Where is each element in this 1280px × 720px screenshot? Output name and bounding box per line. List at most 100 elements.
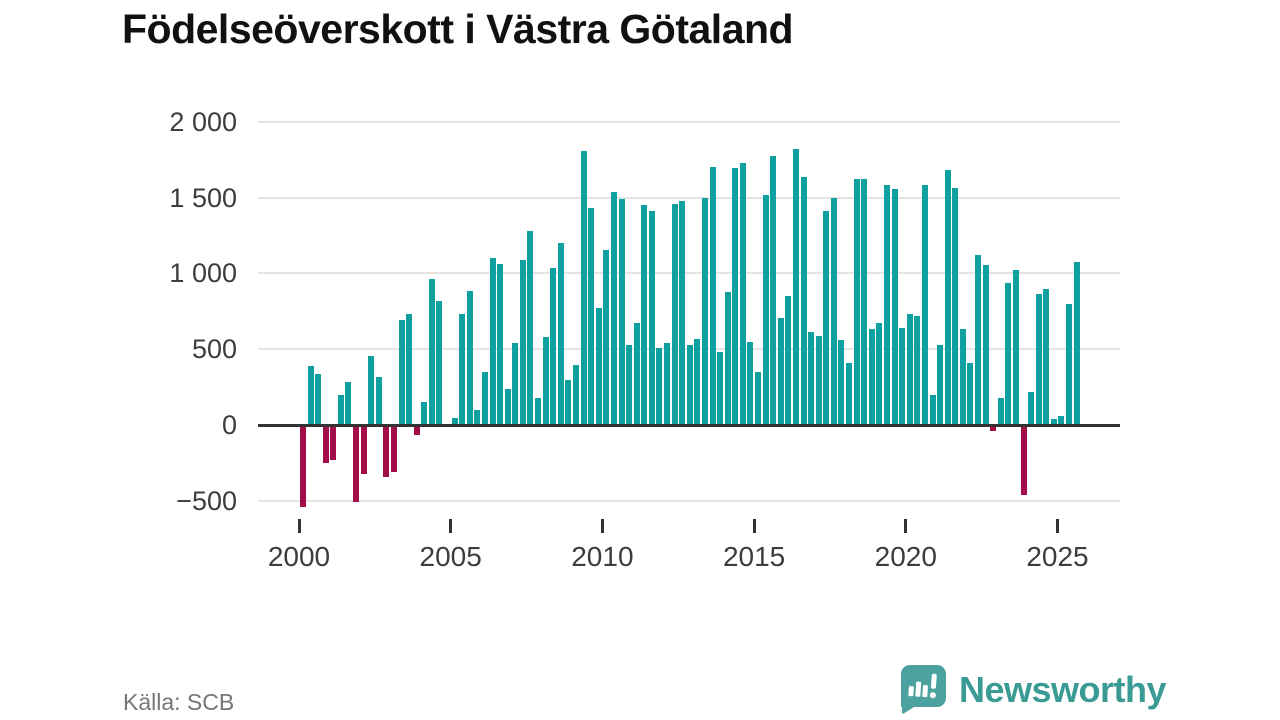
- gridline: [258, 196, 1120, 199]
- bar-positive: [846, 362, 852, 425]
- bar-positive: [694, 339, 701, 425]
- bar-positive: [830, 197, 837, 425]
- bar-positive: [519, 259, 526, 425]
- bar-positive: [747, 342, 754, 425]
- x-axis-tick-label: 2010: [571, 541, 634, 572]
- bar-positive: [459, 314, 466, 425]
- bar-positive: [861, 178, 868, 425]
- bar-positive: [664, 343, 670, 425]
- bar-negative: [353, 425, 359, 503]
- gridline: [258, 272, 1120, 275]
- bar-positive: [504, 388, 511, 425]
- newsworthy-logo-icon: [901, 665, 946, 714]
- bar-positive: [550, 268, 557, 425]
- bar-positive: [1043, 289, 1050, 425]
- bar-positive: [891, 189, 898, 425]
- bar-positive: [899, 328, 906, 425]
- bar-positive: [618, 199, 625, 425]
- bar-positive: [626, 344, 633, 425]
- bar-positive: [641, 205, 648, 425]
- bar-positive: [808, 331, 815, 425]
- bar-positive: [436, 300, 443, 425]
- bar-positive: [679, 200, 686, 425]
- bar-negative: [299, 425, 306, 507]
- x-axis-tick-mark: [600, 519, 604, 533]
- bar-positive: [709, 167, 716, 425]
- x-axis-tick-label: 2000: [267, 541, 331, 572]
- y-axis-tick-label: 500: [191, 334, 237, 365]
- x-axis-tick-mark: [904, 519, 908, 533]
- bar-positive: [451, 418, 458, 425]
- bar-positive: [1050, 418, 1057, 425]
- bar-negative: [990, 425, 997, 432]
- bar-positive: [474, 409, 481, 425]
- bar-positive: [838, 340, 845, 425]
- x-axis-tick-mark: [449, 519, 453, 533]
- bar-positive: [785, 296, 792, 425]
- bar-positive: [406, 314, 413, 425]
- zero-axis-line: [258, 423, 1120, 427]
- source-label: Källa: SCB: [123, 689, 235, 715]
- bar-positive: [937, 345, 943, 425]
- bar-positive: [914, 315, 921, 425]
- bar-positive: [739, 162, 746, 425]
- bar-positive: [345, 381, 352, 425]
- bar-positive: [656, 347, 663, 425]
- bar-positive: [368, 356, 375, 425]
- bar-positive: [732, 168, 739, 425]
- bar-positive: [982, 265, 989, 425]
- bar-positive: [1005, 282, 1012, 425]
- bar-positive: [952, 187, 959, 425]
- bar-positive: [512, 343, 519, 425]
- bar-positive: [777, 318, 784, 425]
- x-axis-tick-mark: [297, 519, 301, 533]
- bar-positive: [883, 184, 890, 425]
- chart-title: Födelseöverskott i Västra Götaland: [122, 6, 794, 52]
- bar-positive: [1035, 293, 1042, 425]
- bar-positive: [724, 292, 731, 426]
- y-axis-tick-label: 2 000: [169, 106, 237, 137]
- bar-positive: [648, 211, 655, 425]
- bar-positive: [1028, 391, 1035, 425]
- newsworthy-wordmark: Newsworthy: [959, 669, 1167, 710]
- bar-positive: [823, 211, 830, 425]
- x-axis-tick-mark: [752, 519, 756, 533]
- bar-positive: [315, 373, 322, 425]
- y-axis-tick-label: 1 500: [169, 182, 237, 213]
- bar-negative: [413, 425, 420, 435]
- bar-positive: [975, 255, 981, 425]
- bar-positive: [929, 394, 936, 425]
- bar-positive: [1073, 262, 1080, 425]
- bar-positive: [421, 402, 428, 425]
- bar-positive: [542, 337, 549, 425]
- x-axis-tick-label: 2015: [722, 541, 786, 572]
- bar-positive: [997, 397, 1004, 425]
- bar-positive: [466, 290, 473, 425]
- x-axis-tick-label: 2005: [419, 541, 482, 572]
- bar-positive: [633, 323, 640, 425]
- bar-positive: [1058, 415, 1065, 425]
- y-axis-tick-label: 1 000: [169, 258, 237, 289]
- bar-positive: [959, 328, 966, 425]
- x-axis-tick-label: 2020: [874, 541, 937, 572]
- bar-positive: [481, 371, 488, 425]
- bar-positive: [921, 184, 928, 425]
- bar-positive: [671, 203, 678, 425]
- y-axis-tick-label: 0: [221, 410, 237, 440]
- bar-positive: [375, 377, 382, 425]
- bar-negative: [322, 425, 329, 463]
- bar-negative: [1020, 425, 1027, 495]
- bar-positive: [762, 194, 769, 425]
- gridline: [258, 499, 1120, 502]
- bar-positive: [337, 394, 344, 425]
- bar-positive: [967, 362, 974, 425]
- bar-positive: [701, 198, 708, 425]
- x-axis-tick-label: 2025: [1026, 541, 1089, 572]
- bar-positive: [755, 371, 761, 425]
- gridline: [258, 120, 1120, 123]
- bar-positive: [770, 155, 777, 425]
- bar-positive: [307, 365, 314, 425]
- bar-positive: [527, 231, 534, 425]
- bar-positive: [573, 365, 579, 425]
- bar-positive: [557, 243, 564, 425]
